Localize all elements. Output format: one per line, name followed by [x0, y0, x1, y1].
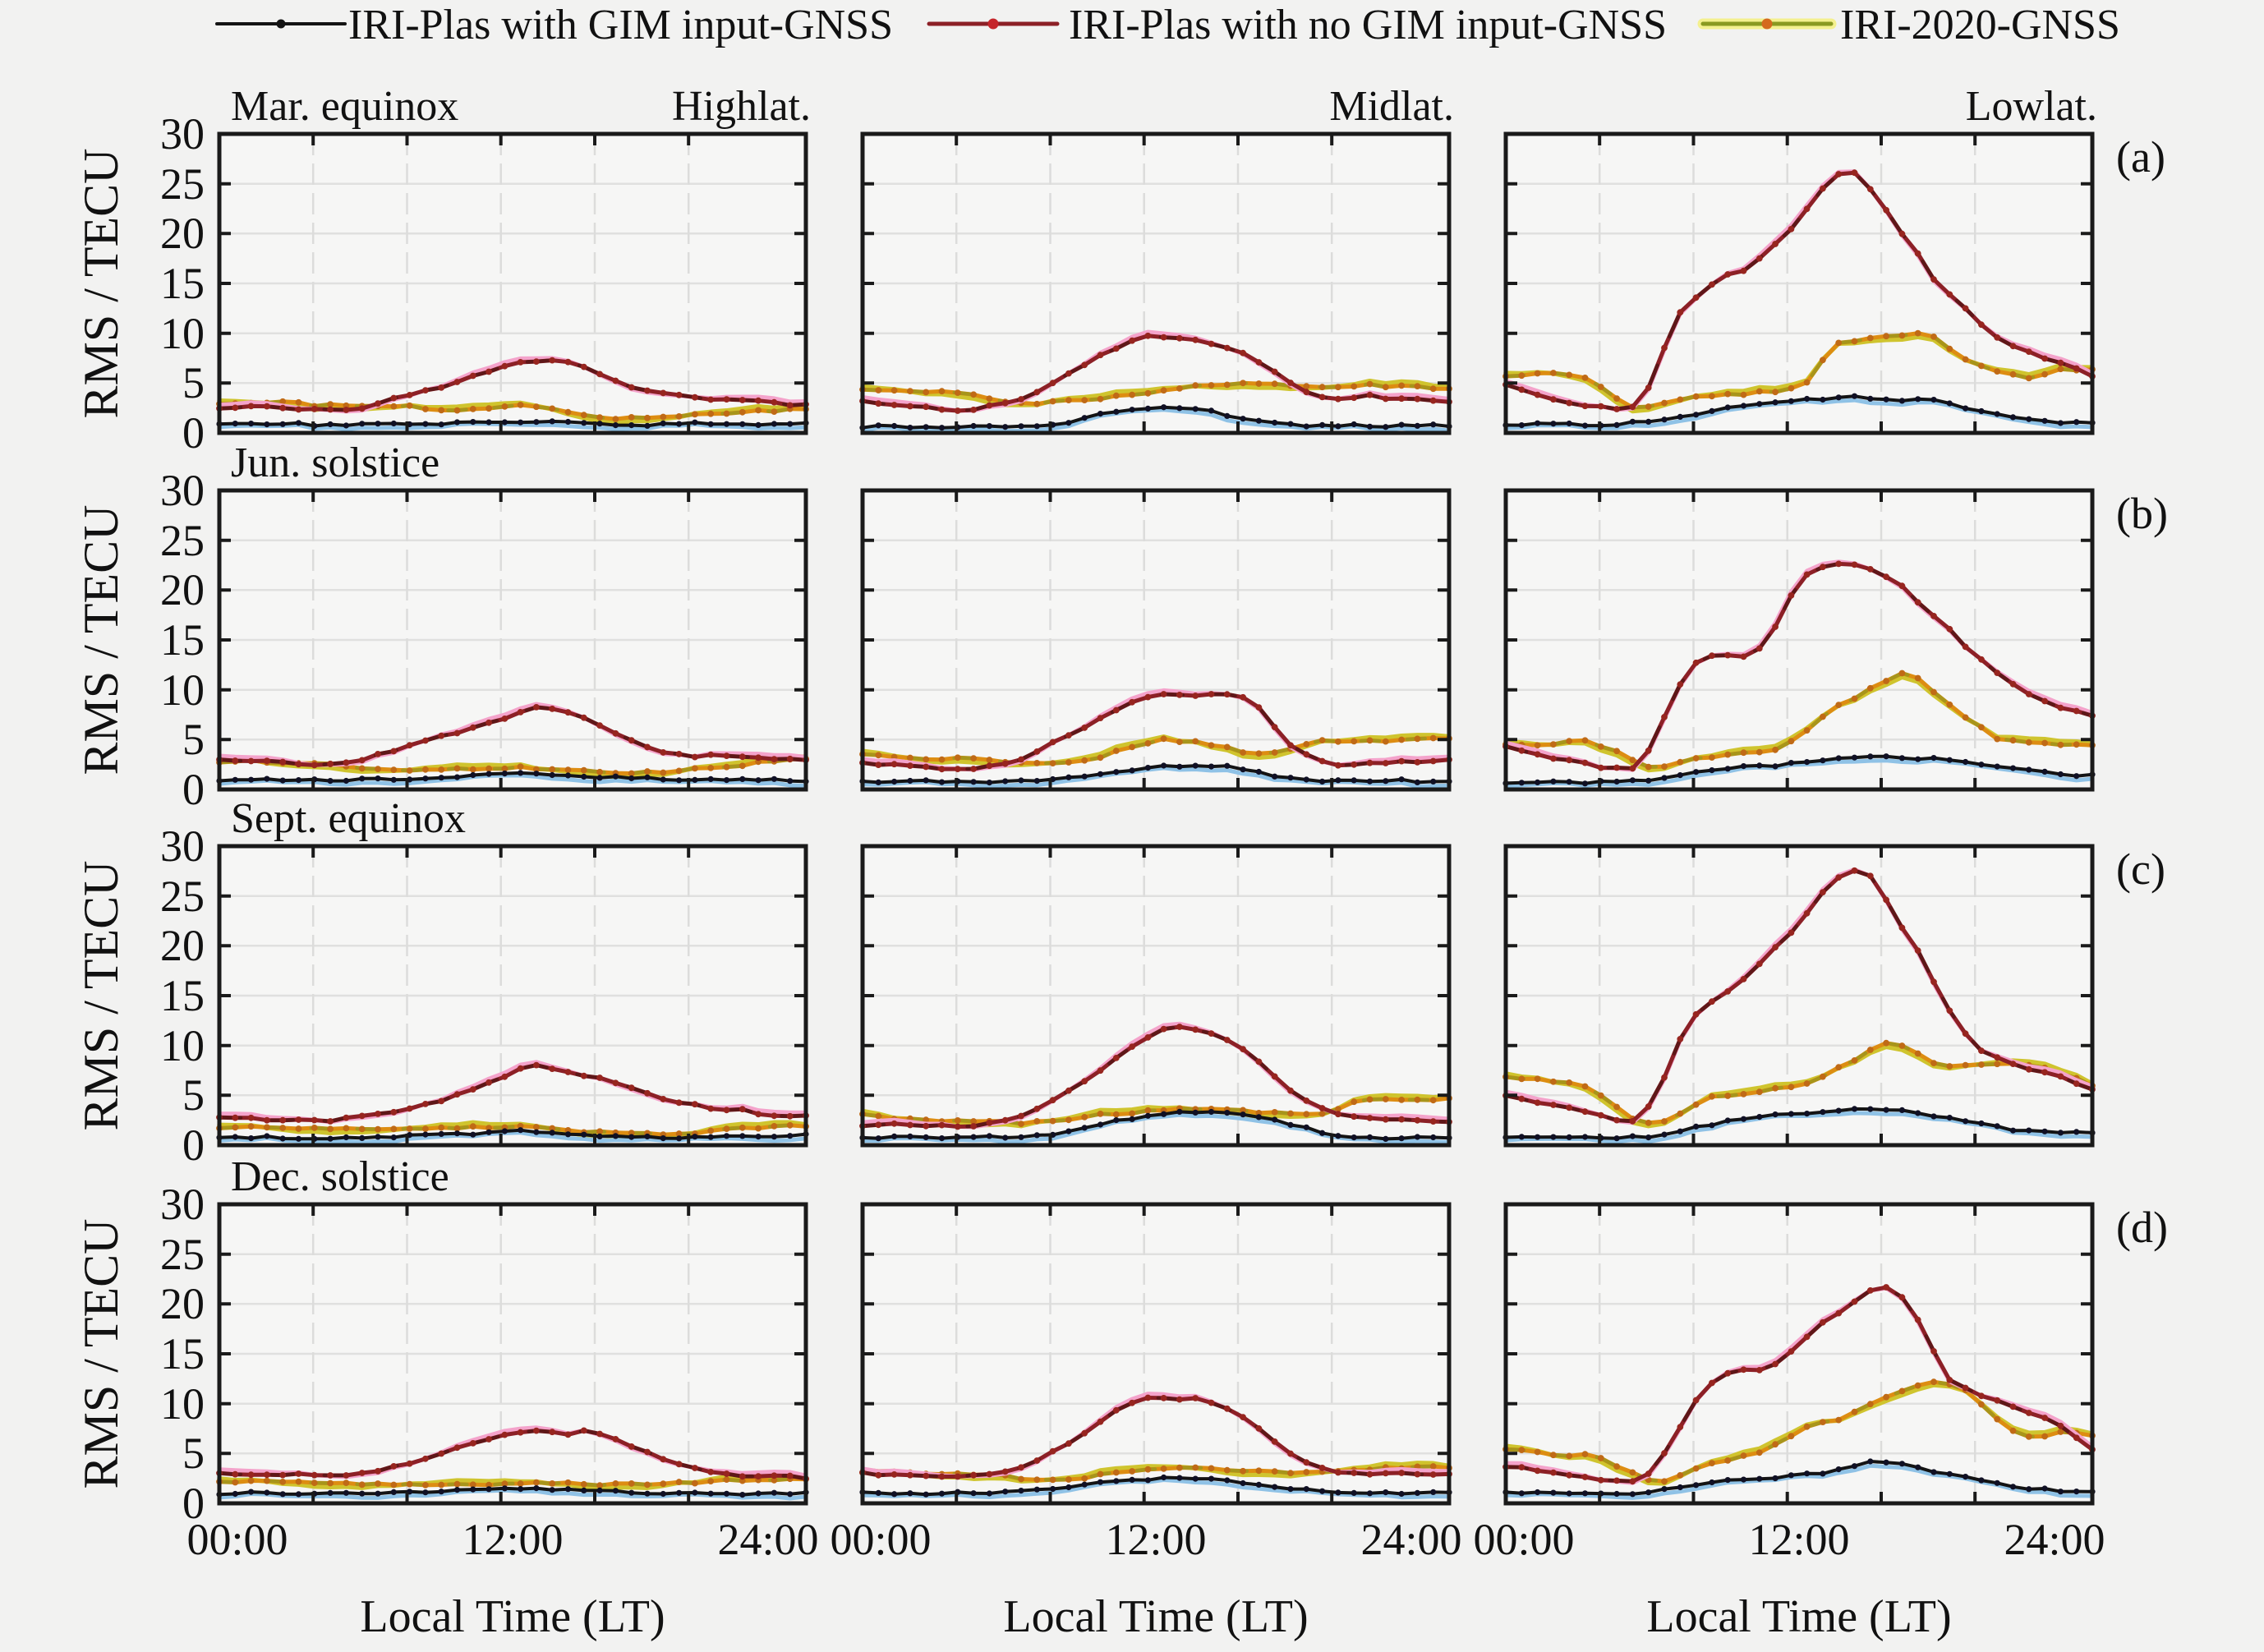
svg-text:30: 30: [160, 1180, 205, 1229]
svg-text:Local Time (LT): Local Time (LT): [1646, 1591, 1951, 1642]
svg-text:5: 5: [182, 715, 205, 764]
svg-text:30: 30: [160, 109, 205, 159]
svg-text:RMS / TECU: RMS / TECU: [74, 861, 128, 1131]
svg-text:Local Time (LT): Local Time (LT): [1003, 1591, 1308, 1642]
svg-text:Dec. solstice: Dec. solstice: [231, 1153, 449, 1200]
svg-text:00:00: 00:00: [186, 1515, 288, 1564]
svg-text:12:00: 12:00: [462, 1515, 563, 1564]
svg-text:Sept. equinox: Sept. equinox: [231, 795, 466, 842]
svg-text:RMS / TECU: RMS / TECU: [74, 505, 128, 775]
svg-text:12:00: 12:00: [1105, 1515, 1206, 1564]
svg-text:Lowlat.: Lowlat.: [1966, 83, 2097, 130]
svg-text:30: 30: [160, 466, 205, 515]
svg-text:10: 10: [160, 665, 205, 715]
svg-text:10: 10: [160, 309, 205, 358]
svg-text:20: 20: [160, 1279, 205, 1328]
svg-text:5: 5: [182, 1070, 205, 1120]
svg-text:20: 20: [160, 209, 205, 258]
svg-text:24:00: 24:00: [717, 1515, 818, 1564]
svg-text:10: 10: [160, 1379, 205, 1429]
svg-text:RMS / TECU: RMS / TECU: [74, 1219, 128, 1489]
svg-text:(a): (a): [2116, 132, 2165, 182]
svg-text:Mar. equinox: Mar. equinox: [231, 83, 458, 130]
svg-text:RMS / TECU: RMS / TECU: [74, 149, 128, 419]
svg-text:0: 0: [182, 765, 205, 814]
svg-text:(b): (b): [2116, 489, 2168, 538]
svg-text:25: 25: [160, 1230, 205, 1279]
svg-text:(d): (d): [2116, 1203, 2168, 1252]
svg-text:15: 15: [160, 971, 205, 1020]
svg-text:(c): (c): [2116, 844, 2165, 894]
svg-text:Local Time (LT): Local Time (LT): [360, 1591, 665, 1642]
svg-text:IRI-Plas with no GIM input-GNS: IRI-Plas with no GIM input-GNSS: [1069, 2, 1667, 48]
svg-text:12:00: 12:00: [1748, 1515, 1849, 1564]
svg-text:00:00: 00:00: [1473, 1515, 1574, 1564]
svg-text:Midlat.: Midlat.: [1329, 83, 1454, 130]
svg-text:5: 5: [182, 1429, 205, 1478]
svg-text:24:00: 24:00: [1360, 1515, 1461, 1564]
svg-text:24:00: 24:00: [2004, 1515, 2105, 1564]
svg-text:00:00: 00:00: [830, 1515, 931, 1564]
svg-text:0: 0: [182, 1121, 205, 1170]
svg-text:0: 0: [182, 408, 205, 458]
svg-text:IRI-Plas with GIM input-GNSS: IRI-Plas with GIM input-GNSS: [348, 2, 893, 48]
svg-text:0: 0: [182, 1479, 205, 1528]
svg-text:25: 25: [160, 159, 205, 209]
svg-text:10: 10: [160, 1021, 205, 1070]
svg-text:5: 5: [182, 358, 205, 407]
svg-text:15: 15: [160, 259, 205, 308]
svg-text:Highlat.: Highlat.: [672, 83, 811, 130]
svg-text:20: 20: [160, 921, 205, 970]
svg-text:15: 15: [160, 1329, 205, 1378]
svg-text:IRI-2020-GNSS: IRI-2020-GNSS: [1840, 2, 2120, 48]
svg-text:Jun. solstice: Jun. solstice: [231, 439, 439, 486]
svg-text:30: 30: [160, 821, 205, 871]
svg-text:15: 15: [160, 615, 205, 665]
svg-text:20: 20: [160, 565, 205, 614]
svg-text:25: 25: [160, 872, 205, 921]
svg-text:25: 25: [160, 516, 205, 565]
